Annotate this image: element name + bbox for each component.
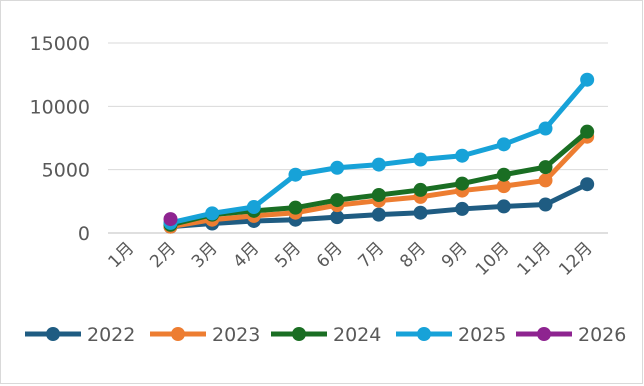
data-point (496, 167, 511, 182)
data-point (371, 188, 386, 202)
x-tick-label: 9月 (438, 238, 472, 272)
data-point (496, 199, 511, 214)
x-tick-label: 11月 (514, 238, 555, 279)
legend: 2022 2023 2024 2025 2026 (25, 324, 626, 346)
data-point (288, 200, 303, 215)
legend-label: 2024 (333, 324, 381, 346)
x-tick-label: 6月 (313, 238, 347, 272)
data-point (330, 160, 345, 175)
data-point (538, 197, 553, 212)
data-point (455, 176, 470, 191)
data-point (163, 212, 178, 227)
x-tick-label: 8月 (396, 238, 430, 272)
data-point (455, 148, 470, 163)
series-2026 (163, 212, 178, 227)
data-point (538, 121, 553, 136)
data-point (371, 157, 386, 172)
legend-label: 2022 (87, 324, 135, 346)
legend-item: 2025 (396, 324, 506, 346)
data-point (455, 201, 470, 216)
data-point (580, 177, 595, 192)
y-axis-ticks: 0 5000 10000 15000 (30, 33, 90, 245)
y-tick-label: 5000 (42, 160, 90, 182)
y-tick-label: 15000 (30, 33, 90, 55)
legend-marker (537, 327, 551, 341)
x-tick-label: 5月 (271, 238, 305, 272)
legend-marker (46, 327, 60, 341)
legend-marker (417, 327, 431, 341)
data-point (413, 152, 428, 167)
data-point (580, 124, 595, 139)
legend-item: 2022 (25, 324, 135, 346)
data-point (330, 210, 345, 225)
x-tick-label: 2月 (146, 238, 180, 272)
series-2025 (163, 72, 595, 230)
legend-marker (292, 327, 306, 341)
legend-label: 2026 (578, 324, 626, 346)
x-tick-label: 1月 (105, 238, 139, 272)
data-point (371, 207, 386, 222)
legend-item: 2023 (150, 324, 260, 346)
legend-label: 2023 (212, 324, 260, 346)
data-point (538, 160, 553, 175)
legend-item: 2026 (516, 324, 626, 346)
legend-item: 2024 (271, 324, 381, 346)
legend-label: 2025 (458, 324, 506, 346)
data-point (496, 179, 511, 194)
x-tick-label: 7月 (355, 238, 389, 272)
data-point (330, 193, 345, 208)
data-point (538, 173, 553, 188)
x-tick-label: 12月 (555, 238, 596, 279)
data-point (413, 182, 428, 197)
y-tick-label: 0 (78, 223, 90, 245)
x-tick-label: 3月 (188, 238, 222, 272)
data-point (246, 200, 261, 215)
x-tick-label: 10月 (472, 238, 513, 279)
data-point (580, 72, 595, 87)
data-point (288, 167, 303, 182)
data-point (205, 206, 220, 221)
data-point (413, 205, 428, 220)
x-axis-ticks: 1月 2月 3月 4月 5月 6月 7月 8月 9月 10月 11月 12月 (105, 238, 597, 279)
series-layer (163, 72, 595, 234)
legend-marker (171, 327, 185, 341)
y-tick-label: 10000 (30, 96, 90, 118)
data-point (496, 137, 511, 152)
x-tick-label: 4月 (230, 238, 264, 272)
